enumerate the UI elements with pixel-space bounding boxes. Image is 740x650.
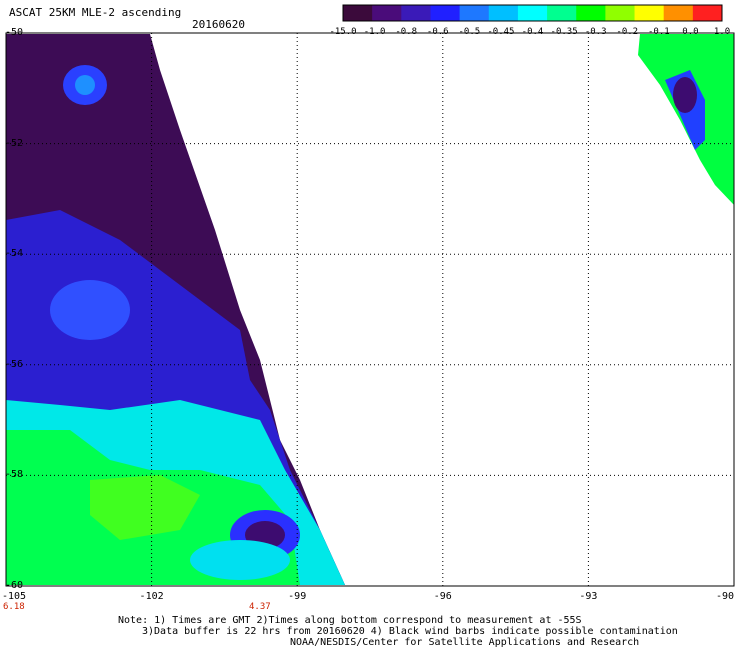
colorbar-swatch <box>488 5 519 21</box>
colorbar-swatch <box>517 5 548 21</box>
swath-lightgreen <box>90 475 200 540</box>
colorbar-swatch <box>547 5 577 21</box>
colorbar-swatch <box>605 5 636 21</box>
x-tick-label: -96 <box>433 591 452 602</box>
y-tick-label: -58 <box>5 469 24 481</box>
colorbar-swatch <box>343 5 373 21</box>
x-tick-label: -90 <box>715 591 735 602</box>
colorbar-label: -0.35 <box>550 27 578 37</box>
colorbar-swatch <box>692 5 723 21</box>
footnote-line-2: 3)Data buffer is 22 hrs from 20160620 4)… <box>142 626 678 637</box>
colorbar-label: -0.6 <box>426 27 449 37</box>
colorbar-swatch <box>663 5 694 21</box>
colorbar-label: -15.0 <box>329 27 357 37</box>
swath-patch-blue <box>50 280 130 340</box>
colorbar-label: -0.8 <box>395 27 417 37</box>
y-tick-label: -56 <box>5 358 24 370</box>
swath-eddy-core <box>75 75 95 95</box>
footnote-line-1: Note: 1) Times are GMT 2)Times along bot… <box>118 615 582 626</box>
swath-bottom-cyan <box>190 540 290 580</box>
x-tick-label: -93 <box>579 591 598 602</box>
swath-ne-core <box>673 77 697 113</box>
x-tick-label: -102 <box>139 591 164 602</box>
map-date: 20160620 <box>192 18 245 31</box>
time-label-mid: 4.37 <box>249 602 271 612</box>
colorbar-label: 1.0 <box>713 27 731 37</box>
colorbar-label: 0.0 <box>682 27 699 37</box>
colorbar-label: -1.0 <box>363 27 386 37</box>
colorbar-swatch <box>459 5 490 21</box>
colorbar-label: -0.4 <box>521 27 544 37</box>
colorbar-label: -0.45 <box>487 27 515 37</box>
y-tick-label: -50 <box>5 27 24 38</box>
colorbar-label: -0.3 <box>584 27 607 37</box>
colorbar-frame <box>342 4 723 22</box>
colorbar-swatch <box>634 5 665 21</box>
footnote: Note: 1) Times are GMT 2)Times along bot… <box>118 615 678 648</box>
swath-data <box>6 34 734 585</box>
colorbar-swatch <box>576 5 606 21</box>
colorbar-swatch <box>401 5 431 21</box>
colorbar-swatch <box>372 5 402 21</box>
colorbar-label: -0.1 <box>647 27 670 37</box>
x-tick-label: -99 <box>288 591 307 602</box>
time-label-left: 6.18 <box>3 602 25 612</box>
y-tick-label: -54 <box>5 248 24 260</box>
colorbar-swatch <box>430 5 461 21</box>
map-title: ASCAT 25KM MLE-2 ascending <box>9 6 182 19</box>
x-tick-label: -105 <box>1 591 27 602</box>
footnote-line-3: NOAA/NESDIS/Center for Satellite Applica… <box>290 637 640 648</box>
plot-frame <box>5 32 735 587</box>
colorbar-label: -0.2 <box>616 27 639 37</box>
colorbar-label: -0.5 <box>458 27 481 37</box>
y-tick-label: -60 <box>5 580 24 591</box>
colorbar <box>342 4 723 22</box>
y-tick-label: -52 <box>5 137 24 149</box>
